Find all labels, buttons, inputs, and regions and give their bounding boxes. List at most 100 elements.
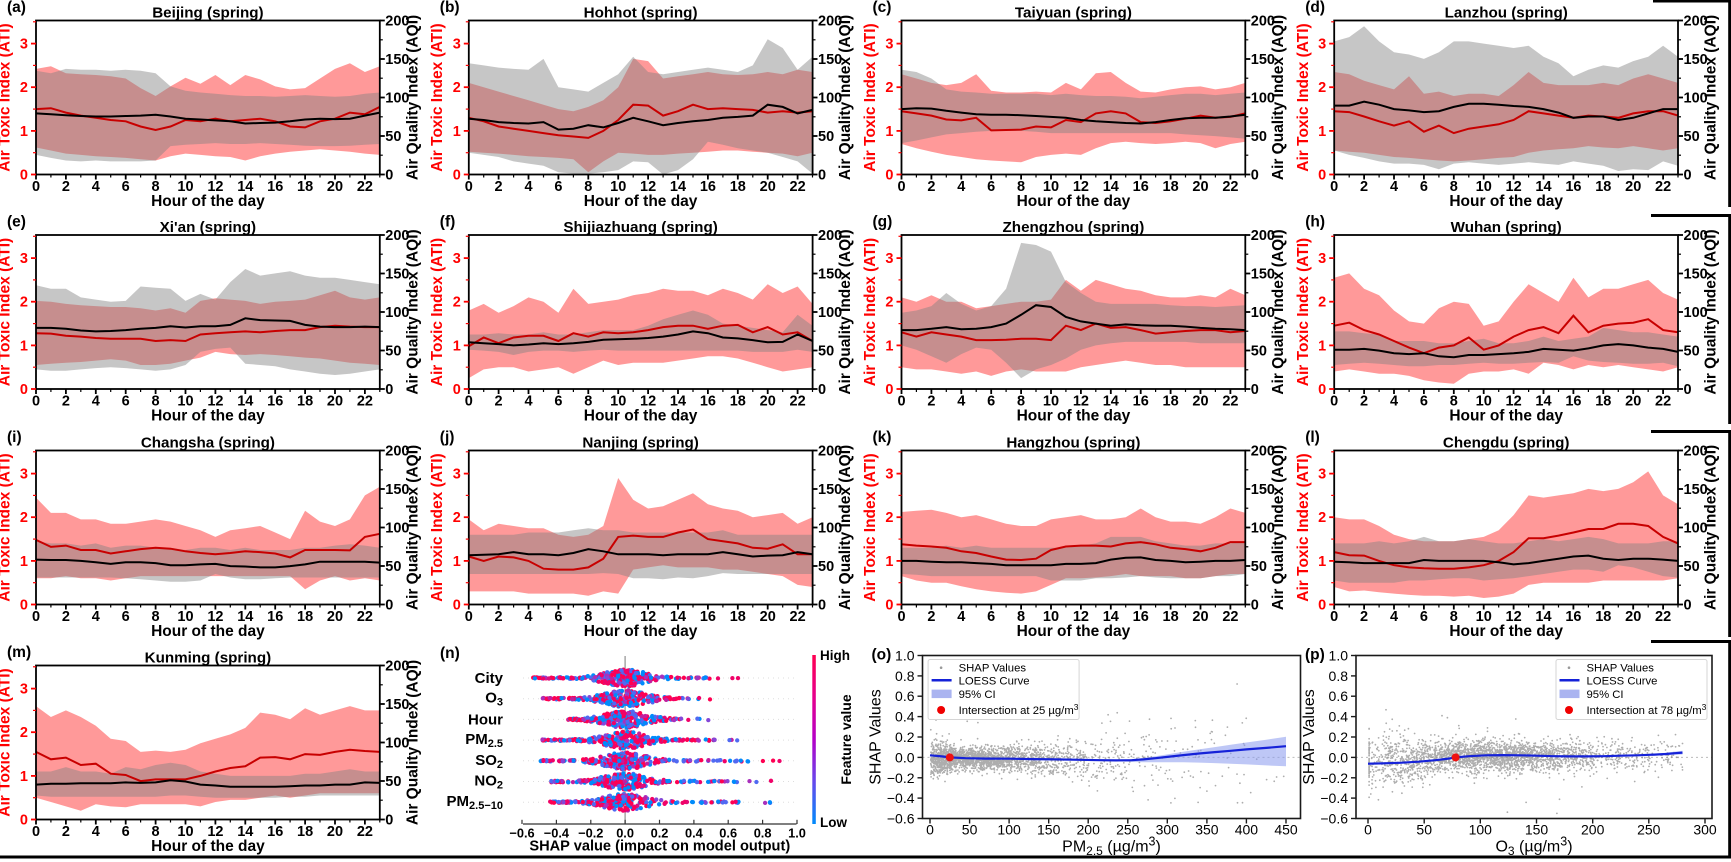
svg-text:14: 14 [670, 609, 686, 625]
svg-text:Air Quality Index (AQI): Air Quality Index (AQI) [837, 15, 854, 180]
svg-text:20: 20 [327, 394, 343, 410]
svg-text:100: 100 [1251, 305, 1275, 321]
svg-text:150: 150 [1251, 267, 1275, 283]
svg-text:0: 0 [20, 168, 28, 184]
svg-text:250: 250 [1637, 822, 1661, 838]
svg-text:0: 0 [818, 598, 826, 614]
svg-text:0: 0 [20, 598, 28, 614]
svg-text:0: 0 [1251, 598, 1259, 614]
svg-text:0.8: 0.8 [895, 668, 915, 684]
svg-text:0.0: 0.0 [895, 749, 915, 765]
svg-text:150: 150 [818, 52, 842, 68]
svg-text:1: 1 [1318, 124, 1326, 140]
svg-text:(g): (g) [873, 214, 893, 231]
svg-text:2: 2 [885, 295, 893, 311]
svg-text:Hohhot (spring): Hohhot (spring) [584, 4, 698, 21]
svg-text:Air Quality Index (AQI): Air Quality Index (AQI) [837, 445, 854, 610]
svg-text:Air Toxic Index (ATI): Air Toxic Index (ATI) [862, 238, 879, 386]
svg-text:3: 3 [1318, 251, 1326, 267]
svg-text:14: 14 [1535, 609, 1551, 625]
svg-text:8: 8 [1017, 179, 1025, 195]
svg-text:4: 4 [524, 609, 532, 625]
svg-text:(j): (j) [440, 429, 455, 446]
svg-text:100: 100 [385, 305, 409, 321]
svg-text:18: 18 [297, 394, 313, 410]
svg-text:2: 2 [1318, 295, 1326, 311]
svg-text:200: 200 [385, 14, 409, 30]
svg-text:12: 12 [1073, 609, 1089, 625]
svg-text:16: 16 [1565, 179, 1581, 195]
svg-text:100: 100 [1251, 91, 1275, 107]
svg-text:20: 20 [1192, 394, 1208, 410]
svg-text:2: 2 [62, 179, 70, 195]
svg-text:50: 50 [818, 344, 834, 360]
svg-text:Air Toxic Index (ATI): Air Toxic Index (ATI) [0, 453, 14, 601]
svg-text:3: 3 [885, 467, 893, 483]
svg-text:−0.6: −0.6 [509, 826, 534, 841]
svg-text:2: 2 [927, 179, 935, 195]
svg-text:50: 50 [385, 344, 401, 360]
svg-text:1: 1 [1318, 554, 1326, 570]
svg-text:50: 50 [1251, 129, 1267, 145]
svg-text:Air Quality Index (AQI): Air Quality Index (AQI) [404, 660, 421, 825]
svg-text:12: 12 [1506, 394, 1522, 410]
svg-text:Hour of the day: Hour of the day [1449, 623, 1563, 640]
svg-text:1.0: 1.0 [1329, 648, 1349, 664]
svg-text:100: 100 [1469, 822, 1493, 838]
svg-text:14: 14 [1103, 609, 1119, 625]
svg-text:350: 350 [1195, 822, 1219, 838]
svg-text:Air Toxic Index (ATI): Air Toxic Index (ATI) [0, 23, 14, 171]
svg-text:20: 20 [1625, 179, 1641, 195]
svg-text:0: 0 [32, 179, 40, 195]
svg-text:150: 150 [818, 482, 842, 498]
svg-text:18: 18 [1595, 179, 1611, 195]
svg-text:0: 0 [1330, 179, 1338, 195]
svg-text:0: 0 [385, 598, 393, 614]
svg-text:100: 100 [385, 91, 409, 107]
svg-text:18: 18 [297, 824, 313, 840]
svg-text:O3 (µg/m3): O3 (µg/m3) [1495, 835, 1572, 859]
svg-text:Changsha (spring): Changsha (spring) [141, 434, 275, 451]
svg-text:22: 22 [357, 394, 373, 410]
svg-text:2: 2 [20, 725, 28, 741]
svg-text:Feature value: Feature value [838, 694, 854, 784]
svg-text:8: 8 [1450, 609, 1458, 625]
svg-text:1: 1 [885, 554, 893, 570]
svg-text:3: 3 [20, 37, 28, 53]
svg-text:Hour of the day: Hour of the day [151, 623, 265, 640]
svg-text:−0.2: −0.2 [1320, 770, 1348, 786]
svg-text:Hour of the day: Hour of the day [1017, 408, 1131, 425]
svg-text:8: 8 [152, 394, 160, 410]
svg-text:4: 4 [92, 824, 100, 840]
svg-text:150: 150 [1037, 822, 1061, 838]
svg-text:Air Toxic Index (ATI): Air Toxic Index (ATI) [429, 238, 446, 386]
svg-text:Nanjing (spring): Nanjing (spring) [582, 434, 698, 451]
svg-text:150: 150 [385, 697, 409, 713]
svg-text:1: 1 [1318, 338, 1326, 354]
svg-text:18: 18 [1163, 609, 1179, 625]
svg-text:2: 2 [62, 609, 70, 625]
svg-text:Air Quality Index (AQI): Air Quality Index (AQI) [1703, 15, 1720, 180]
svg-text:6: 6 [987, 394, 995, 410]
svg-text:100: 100 [385, 521, 409, 537]
svg-text:14: 14 [237, 824, 253, 840]
svg-text:18: 18 [297, 609, 313, 625]
svg-text:Hangzhou (spring): Hangzhou (spring) [1006, 434, 1140, 451]
svg-text:0.6: 0.6 [895, 688, 915, 704]
svg-text:150: 150 [1251, 52, 1275, 68]
svg-text:14: 14 [670, 179, 686, 195]
svg-text:0: 0 [1251, 382, 1259, 398]
svg-text:Air Toxic Index (ATI): Air Toxic Index (ATI) [862, 453, 879, 601]
svg-text:(d): (d) [1305, 0, 1325, 16]
svg-text:3: 3 [453, 37, 461, 53]
svg-text:18: 18 [1163, 179, 1179, 195]
svg-text:200: 200 [818, 228, 842, 244]
svg-text:200: 200 [1251, 228, 1275, 244]
svg-text:0: 0 [465, 179, 473, 195]
svg-text:Xi'an (spring): Xi'an (spring) [160, 219, 256, 236]
svg-text:O3: O3 [485, 690, 503, 709]
svg-text:10: 10 [177, 609, 193, 625]
svg-text:20: 20 [1192, 179, 1208, 195]
svg-text:0.2: 0.2 [1329, 729, 1349, 745]
svg-text:0: 0 [897, 394, 905, 410]
